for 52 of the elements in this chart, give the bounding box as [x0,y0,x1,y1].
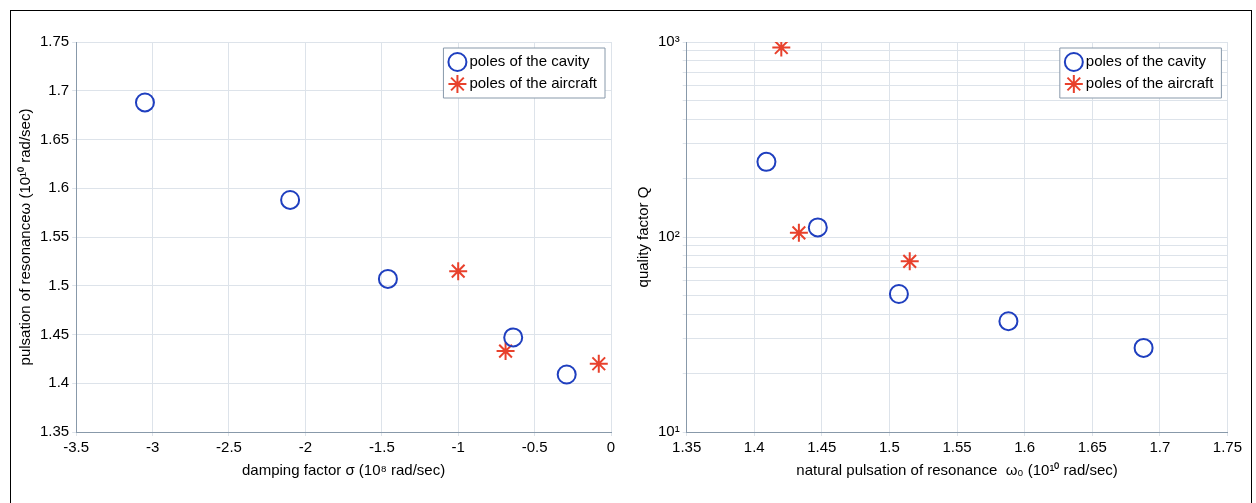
y-tick-label: 1.75 [39,32,70,50]
y-axis-title: pulsation of resonanceω (10¹⁰ rad/sec) [16,108,34,366]
point [495,341,516,362]
point [503,327,524,348]
y-tick-label: 10³ [657,32,680,50]
y-tick-label: 1.4 [48,373,70,391]
legend-label: poles of the cavity [469,52,590,70]
x-tick-label: -3.5 [63,438,90,456]
y-tick-label: 1.45 [39,324,70,342]
y-tick-label: 10¹ [657,422,680,440]
point [1133,337,1154,358]
legend-label: poles of the aircraft [1085,74,1215,92]
point [377,268,398,289]
point [899,251,920,272]
x-tick-label: 1.6 [1014,438,1036,456]
point [756,151,777,172]
point [807,217,828,238]
point [448,261,469,282]
x-tick-label: -1 [451,438,465,456]
y-tick-label: 1.35 [39,422,70,440]
x-tick-label: 1.65 [1077,438,1107,456]
x-tick-label: -2.5 [216,438,242,456]
point [888,284,909,305]
point [588,353,609,374]
x-tick-label: 0 [606,438,616,456]
point [788,222,809,243]
y-axis-title: quality factor Q [634,186,652,288]
x-tick-label: 1.45 [807,438,837,456]
point [556,364,577,385]
x-tick-label: 1.5 [879,438,900,456]
y-tick-label: 1.65 [39,129,70,147]
y-tick-label: 1.7 [48,80,70,98]
x-tick-label: -3 [145,438,160,456]
legend-label: poles of the cavity [1085,52,1207,70]
x-tick-label: -2 [298,438,313,456]
x-tick-label: 1.75 [1212,438,1242,456]
point [134,92,155,113]
x-tick-label: -1.5 [368,438,395,456]
x-tick-label: 1.4 [743,438,765,456]
point [998,311,1019,332]
legend-label: poles of the aircraft [469,74,598,92]
x-tick-label: 1.7 [1149,438,1171,456]
x-axis-title: damping factor σ (10⁸ rad/sec) [242,461,446,479]
x-tick-label: 1.35 [672,438,702,456]
y-tick-label: 10² [657,227,680,245]
x-tick-label: 1.55 [942,438,972,456]
x-tick-label: -0.5 [521,438,548,456]
y-tick-label: 1.55 [39,227,70,245]
y-tick-label: 1.6 [48,178,70,196]
y-tick-label: 1.5 [48,275,70,293]
x-axis-title: natural pulsation of resonance ω₀ (10¹⁰ rad/sec) [796,461,1118,479]
point [280,189,301,210]
